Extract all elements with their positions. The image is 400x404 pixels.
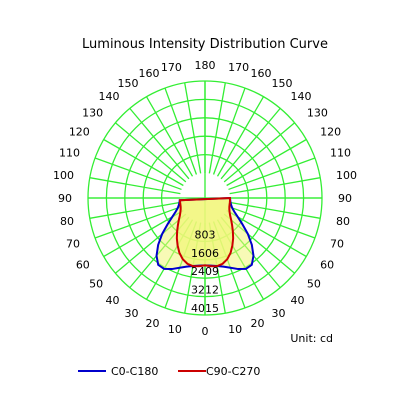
- legend-label-1: C90-C270: [206, 365, 260, 378]
- angle-label-right-40: 40: [290, 294, 304, 307]
- grid-spoke-100: [229, 177, 321, 195]
- angle-label-right-30: 30: [272, 307, 286, 320]
- chart-title: Luminous Intensity Distribution Curve: [82, 37, 328, 52]
- angle-label-left-130: 130: [82, 107, 103, 120]
- angle-label-right-70: 70: [330, 237, 344, 250]
- angle-label-right-130: 130: [307, 107, 328, 120]
- angle-label-left-80: 80: [60, 215, 74, 228]
- angle-label-left-140: 140: [99, 90, 120, 103]
- series-curves: [155, 196, 255, 271]
- angle-label-left-170: 170: [161, 61, 182, 74]
- polar-grid: [87, 80, 323, 316]
- legend-item-0: C0-C180: [78, 365, 158, 378]
- radial-tick-1606: 1606: [191, 247, 219, 260]
- grid-spoke-220: [129, 107, 190, 180]
- grid-spoke-240: [103, 138, 184, 187]
- grid-spoke-130: [223, 122, 296, 183]
- grid-spoke-280: [89, 201, 181, 219]
- radial-tick-803: 803: [195, 228, 216, 241]
- grid-spoke-210: [145, 96, 194, 177]
- angle-label-left-180: 180: [195, 59, 216, 72]
- grid-spoke-290: [94, 205, 182, 239]
- angle-label-left-70: 70: [66, 237, 80, 250]
- grid-spoke-190: [184, 82, 202, 174]
- angle-label-right-10: 10: [228, 323, 242, 336]
- angle-label-right-170: 170: [228, 61, 249, 74]
- angle-label-left-120: 120: [69, 126, 90, 139]
- grid-spoke-250: [94, 157, 182, 191]
- angle-label-right-140: 140: [290, 90, 311, 103]
- angle-labels: 0102030405060708090100110120130140150160…: [53, 59, 357, 338]
- angle-label-left-150: 150: [118, 77, 139, 90]
- unit-label: Unit: cd: [290, 332, 333, 345]
- legend-item-1: C90-C270: [178, 365, 260, 378]
- grid-spoke-160: [212, 87, 246, 175]
- angle-label-left-40: 40: [106, 294, 120, 307]
- grid-spoke-170: [208, 82, 226, 174]
- angle-label-left-100: 100: [53, 169, 74, 182]
- grid-spoke-200: [164, 87, 198, 175]
- legend-label-0: C0-C180: [111, 365, 158, 378]
- angle-label-left-0: 0: [202, 325, 209, 338]
- grid-spoke-230: [114, 122, 187, 183]
- radial-tick-4015: 4015: [191, 302, 219, 315]
- angle-label-right-60: 60: [320, 259, 334, 272]
- angle-label-right-90: 90: [338, 192, 352, 205]
- grid-spoke-70: [228, 205, 316, 239]
- angle-label-left-30: 30: [125, 307, 139, 320]
- angle-label-left-60: 60: [76, 259, 90, 272]
- angle-label-left-10: 10: [168, 323, 182, 336]
- angle-label-left-20: 20: [146, 317, 160, 330]
- grid-spoke-120: [226, 138, 307, 187]
- angle-label-right-80: 80: [336, 215, 350, 228]
- radial-tick-2409: 2409: [191, 265, 219, 278]
- angle-label-right-120: 120: [320, 126, 341, 139]
- grid-spoke-260: [89, 177, 181, 195]
- angle-label-left-90: 90: [58, 192, 72, 205]
- legend: C0-C180 C90-C270: [78, 365, 260, 378]
- series-line-1: [175, 196, 235, 268]
- angle-label-right-50: 50: [307, 277, 321, 290]
- grid-spoke-60: [226, 209, 307, 258]
- grid-spoke-140: [220, 107, 281, 180]
- angle-label-right-150: 150: [272, 77, 293, 90]
- grid-spoke-80: [229, 201, 321, 219]
- radial-tick-3212: 3212: [191, 284, 219, 297]
- angle-label-left-160: 160: [139, 67, 160, 80]
- grid-spoke-150: [216, 96, 265, 177]
- radial-tick-labels: 803 1606 2409 3212 4015: [191, 228, 219, 315]
- angle-label-right-20: 20: [250, 317, 264, 330]
- angle-label-right-110: 110: [330, 147, 351, 160]
- angle-label-left-110: 110: [59, 147, 80, 160]
- series-fill-1: [176, 198, 234, 267]
- grid-spoke-300: [103, 209, 184, 258]
- angle-label-left-50: 50: [89, 277, 103, 290]
- angle-label-right-160: 160: [250, 67, 271, 80]
- angle-label-right-100: 100: [336, 169, 357, 182]
- grid-spoke-110: [228, 157, 316, 191]
